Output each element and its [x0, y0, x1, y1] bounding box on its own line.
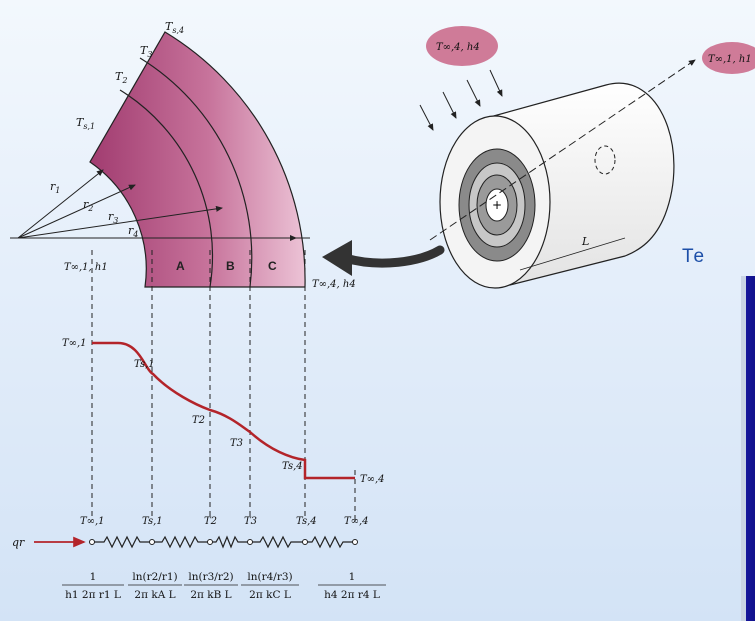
label-t2: T2 [115, 70, 127, 85]
label-r4: r4 [128, 224, 138, 239]
cylinder-length-label: L [581, 235, 589, 248]
label-t3: T3 [140, 44, 152, 59]
cylinder-bore [485, 188, 509, 222]
resistance-denominator: h1 2π r1 L [65, 589, 121, 601]
label-tinf4-h4: T∞,4, h4 [312, 279, 356, 290]
profile-label: T3 [230, 438, 243, 449]
circuit-node-labels: T∞,1 Ts,1 T2 T3 Ts,4 T∞,4 [80, 516, 369, 527]
resistance-denominator: 2π kA L [134, 589, 175, 601]
interface-bc [139, 57, 253, 288]
zone-b-label: B [226, 259, 235, 273]
bore-plus-icon: + [492, 198, 502, 212]
resistance-denominator: 2π kB L [190, 589, 231, 601]
circuit-nodes [89, 539, 358, 545]
circuit-node-label: Ts,1 [142, 516, 163, 527]
heat-rate-label: qr [12, 536, 25, 549]
profile-label: Ts,4 [282, 461, 303, 472]
resistance-numerator: ln(r2/r1) [132, 571, 177, 583]
connector-arrow [340, 245, 445, 268]
label-ts1: Ts,1 [76, 116, 95, 131]
label-r2: r2 [83, 198, 93, 213]
connector-arrow-head [322, 240, 352, 276]
ambient-cloud-outer: T∞,4, h4 [426, 26, 498, 66]
resistance-denominator: 2π kC L [249, 589, 291, 601]
cloud-label: T∞,4, h4 [436, 42, 480, 53]
circuit-node-label: T2 [204, 516, 217, 527]
profile-label: T2 [192, 415, 205, 426]
composite-wall [89, 31, 306, 288]
cylinder-length-dim [519, 237, 626, 271]
cylinder-illustration: + L [419, 59, 696, 289]
cylinder-axis [429, 59, 696, 241]
label-tinf1-h1: T∞,1, h1 [64, 262, 108, 273]
profile-labels: T∞,1 Ts,1 T2 T3 Ts,4 T∞,4 [62, 338, 385, 485]
cloud-label: T∞,1, h1 [708, 54, 752, 65]
resistance-numerator: ln(r3/r2) [188, 571, 233, 583]
resistance-numerator: 1 [90, 571, 97, 583]
circuit-node-label: T∞,1 [80, 516, 105, 527]
slide-title-fragment: Te [682, 246, 706, 267]
circuit-node-label: T∞,4 [344, 516, 369, 527]
profile-label: T∞,1 [62, 338, 87, 349]
circuit-node-label: T3 [244, 516, 257, 527]
wall-sector [89, 31, 306, 288]
label-ts4-top: Ts,4 [165, 20, 184, 35]
resistance-denominator: h4 2π r4 L [324, 589, 380, 601]
label-r3: r3 [108, 210, 118, 225]
zone-a-label: A [176, 259, 185, 273]
ambient-cloud-inner: T∞,1, h1 [702, 42, 755, 74]
side-panel [741, 276, 755, 621]
cylinder-back-bore [594, 145, 616, 175]
profile-label: Ts,1 [134, 359, 155, 370]
zone-c-label: C [268, 259, 277, 273]
guide-lines [91, 250, 356, 520]
temperature-profile [92, 341, 355, 480]
circuit-node-label: Ts,4 [296, 516, 317, 527]
profile-label: T∞,4 [360, 474, 385, 485]
resistor-chain [92, 535, 355, 549]
resistance-numerator: 1 [349, 571, 356, 583]
label-r1: r1 [50, 180, 60, 195]
resistance-expressions: 1 h1 2π r1 L ln(r2/r1) 2π kA L ln(r3/r2)… [62, 571, 386, 601]
resistance-numerator: ln(r4/r3) [247, 571, 292, 583]
interface-ab [119, 89, 214, 288]
